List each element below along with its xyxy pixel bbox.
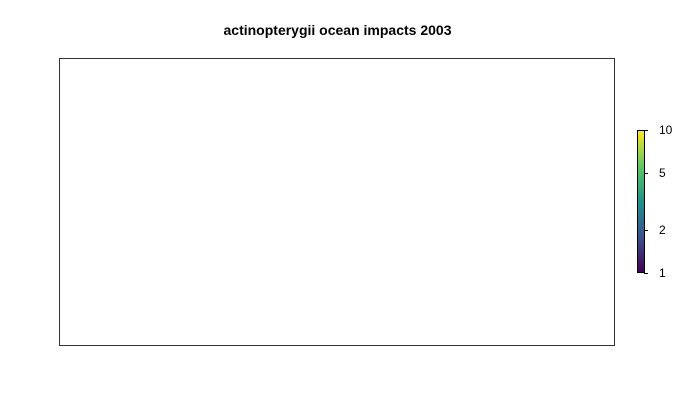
colorbar-tick-mark: [644, 230, 648, 231]
map-panel: [59, 58, 615, 346]
colorbar-tick-label: 5: [659, 166, 666, 180]
colorbar-tick-label: 2: [659, 223, 666, 237]
colorbar-tick-mark: [644, 173, 648, 174]
colorbar-tick-mark: [644, 273, 648, 274]
colorbar-tick-mark: [644, 130, 648, 131]
colorbar-tick-label: 1: [659, 266, 666, 280]
colorbar-tick-label: 10: [659, 123, 673, 137]
map-title: actinopterygii ocean impacts 2003: [223, 22, 452, 38]
colorbar: [637, 130, 645, 273]
